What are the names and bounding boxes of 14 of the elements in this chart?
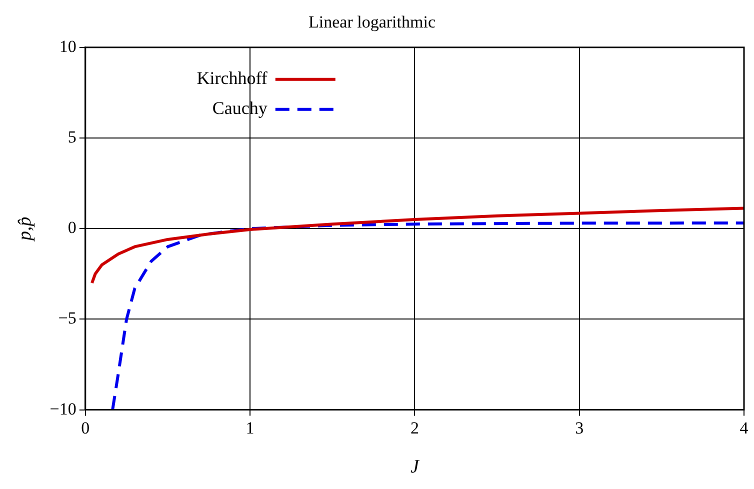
x-axis-title: J	[410, 456, 420, 478]
y-tick-label: −10	[50, 399, 76, 418]
chart-title: Linear logarithmic	[308, 12, 436, 32]
x-tick-label: 2	[410, 418, 419, 438]
x-tick-label: 4	[740, 418, 749, 438]
x-tick-label: 0	[81, 418, 90, 438]
y-tick-label: 5	[68, 127, 76, 146]
x-tick-label: 3	[575, 418, 584, 438]
x-tick-label: 1	[246, 418, 254, 438]
y-tick-label: 0	[68, 218, 76, 238]
y-axis-title: p,p̂	[14, 216, 36, 242]
y-tick-label: −5	[58, 308, 76, 328]
y-tick-label: 10	[59, 36, 76, 56]
line-series	[111, 221, 744, 410]
